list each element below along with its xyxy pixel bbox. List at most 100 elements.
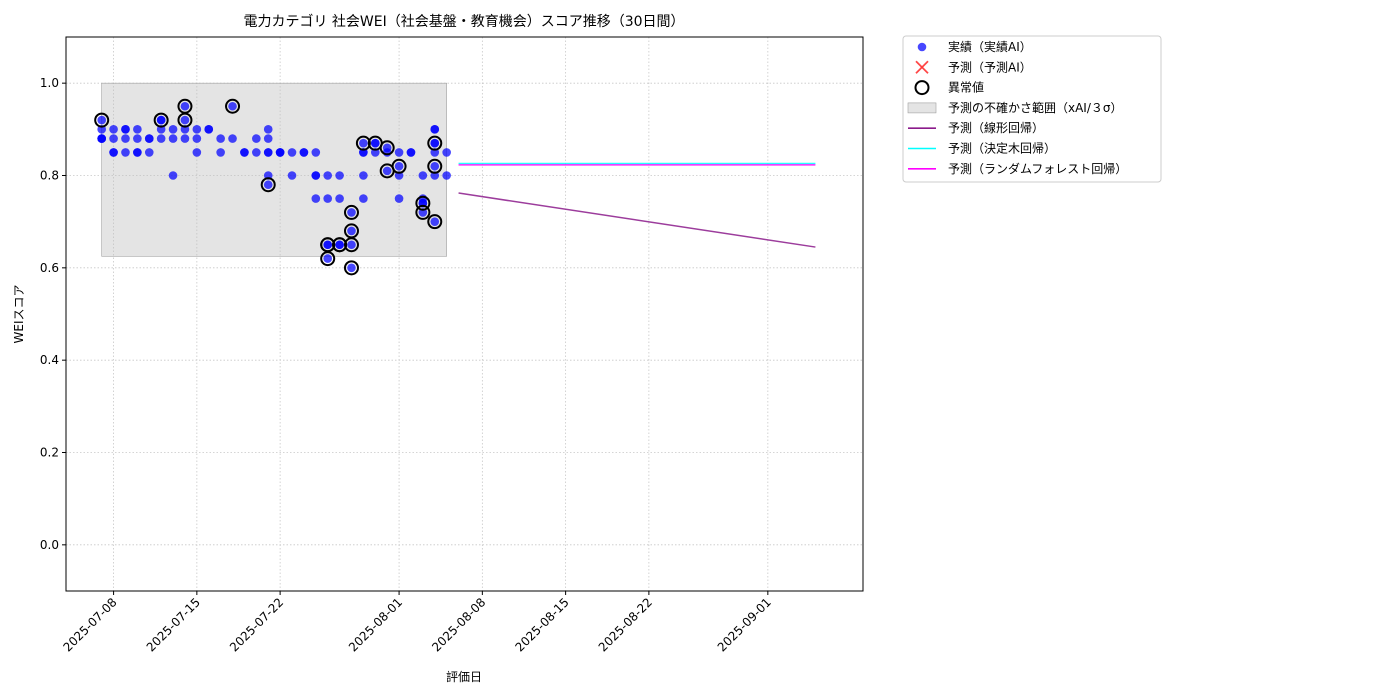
legend-label: 予測（決定木回帰） <box>948 141 1056 156</box>
actual-point <box>335 194 344 203</box>
anomaly-marker <box>427 214 443 230</box>
actual-point <box>156 134 166 143</box>
y-tick-label: 0.2 <box>40 446 59 460</box>
y-tick-label: 0.6 <box>40 261 59 275</box>
actual-point <box>144 134 154 143</box>
actual-point <box>287 171 297 180</box>
y-tick-label: 0.8 <box>40 169 59 183</box>
uncertainty-band <box>101 82 447 257</box>
legend-label: 実績（実績AI） <box>948 39 1032 54</box>
anomaly-marker <box>355 135 371 151</box>
x-axis-label: 評価日 <box>446 669 482 684</box>
actual-point <box>252 148 261 157</box>
y-axis-label: WEIスコア <box>12 285 26 344</box>
plot-area <box>65 36 864 592</box>
legend-box <box>902 35 1162 183</box>
actual-point <box>228 101 237 111</box>
actual-point <box>192 134 202 143</box>
anomaly-marker <box>260 177 276 193</box>
actual-point <box>121 148 130 157</box>
actual-point <box>323 194 333 203</box>
legend-label: 予測（線形回帰） <box>948 120 1044 135</box>
actual-point <box>144 148 154 157</box>
actual-point <box>382 166 392 176</box>
actual-point <box>347 240 356 250</box>
anomaly-marker <box>94 112 110 128</box>
actual-point <box>156 115 166 125</box>
actual-point <box>252 134 261 143</box>
plot-frame <box>65 36 864 592</box>
anomaly-marker <box>225 98 241 114</box>
actual-point <box>216 134 225 143</box>
actual-point <box>168 171 178 180</box>
actual-point <box>311 194 321 203</box>
actual-point <box>359 194 368 203</box>
actual-point <box>394 148 404 157</box>
actual-point <box>121 134 130 143</box>
actual-point <box>133 148 142 157</box>
legend-item-predicted: 予測（予測AI） <box>915 60 1032 74</box>
legend-item-anomaly: 異常値 <box>914 80 984 96</box>
regression-lines <box>458 162 816 248</box>
actual-point <box>359 171 368 180</box>
actual-point <box>347 263 356 273</box>
actual-point <box>192 148 202 157</box>
y-tick-label: 1.0 <box>40 76 59 90</box>
actual-point <box>180 134 190 143</box>
actual-point <box>216 148 225 157</box>
actual-point <box>97 134 106 143</box>
actual-point <box>335 240 344 250</box>
actual-point <box>370 138 380 148</box>
legend-label: 予測の不確かさ範囲（xAI/３σ） <box>948 100 1123 115</box>
y-tick-label: 0.0 <box>40 538 59 552</box>
linear-regression-line <box>458 192 816 248</box>
anomaly-marker <box>320 237 336 253</box>
actual-point <box>121 125 130 134</box>
anomaly-marker <box>177 112 193 128</box>
actual-point <box>347 226 356 236</box>
anomaly-marker <box>343 204 359 220</box>
actual-point <box>430 217 440 226</box>
actual-point <box>192 125 202 134</box>
y-axis: 0.0 0.2 0.4 0.6 0.8 1.0 <box>40 76 66 552</box>
actual-point <box>133 134 142 143</box>
actual-point <box>109 134 118 143</box>
legend-label: 異常値 <box>948 80 984 95</box>
legend-item-linear: 予測（線形回帰） <box>908 120 1044 135</box>
actual-point <box>299 148 309 157</box>
legend-item-forest: 予測（ランダムフォレスト回帰） <box>908 161 1127 176</box>
legend-dot-icon <box>917 42 927 52</box>
legend-cross-icon <box>915 60 929 74</box>
actual-point <box>168 125 178 134</box>
anomaly-marker <box>391 158 407 174</box>
actual-point <box>359 138 368 148</box>
actual-point <box>133 125 142 134</box>
legend-item-band: 予測の不確かさ範囲（xAI/３σ） <box>907 100 1123 115</box>
legend-item-tree: 予測（決定木回帰） <box>908 141 1056 156</box>
actual-point <box>430 125 440 134</box>
actual-point <box>180 115 190 125</box>
actual-point <box>204 125 214 134</box>
actual-point <box>109 148 118 157</box>
actual-point <box>275 148 285 157</box>
actual-point <box>263 148 273 157</box>
legend-ring-icon <box>914 80 930 96</box>
anomaly-marker <box>343 260 359 276</box>
actual-point <box>240 148 249 157</box>
actual-points <box>97 101 451 273</box>
anomaly-marker <box>427 135 443 151</box>
anomaly-marker <box>379 140 395 156</box>
actual-point <box>228 134 237 143</box>
actual-point <box>394 194 404 203</box>
legend-item-actual: 実績（実績AI） <box>917 39 1032 54</box>
actual-point <box>263 125 273 134</box>
actual-point <box>109 125 118 134</box>
anomaly-marker <box>332 237 348 253</box>
actual-point <box>347 208 356 217</box>
actual-point <box>97 115 106 125</box>
actual-point <box>311 171 321 180</box>
anomaly-marker <box>427 158 443 174</box>
actual-point <box>287 148 297 157</box>
